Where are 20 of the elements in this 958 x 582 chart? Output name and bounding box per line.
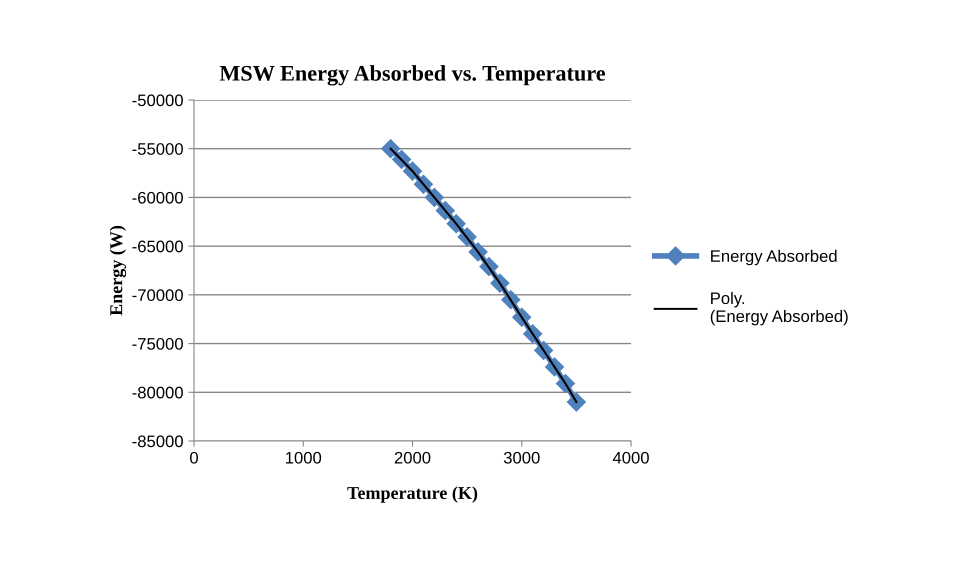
x-tick-label: 0 — [190, 452, 198, 464]
x-tick-label: 3000 — [504, 452, 540, 464]
y-tick-label: -65000 — [132, 240, 183, 252]
x-tick-label: 4000 — [612, 452, 649, 464]
y-tick-label: -55000 — [132, 143, 183, 155]
x-axis-title: Temperature (K) — [347, 486, 478, 503]
y-tick-label: -60000 — [132, 192, 183, 204]
point — [381, 139, 400, 158]
y-tick-label: -50000 — [132, 94, 183, 106]
x-tick-label: 2000 — [394, 452, 430, 464]
y-tick-label: -80000 — [132, 386, 183, 398]
chart-title: MSW Energy Absorbed vs. Temperature — [220, 65, 606, 86]
y-tick-label: -70000 — [132, 289, 183, 302]
point — [566, 392, 586, 412]
y-tick-label: -85000 — [132, 435, 183, 448]
legend-label: Energy Absorbed — [711, 250, 837, 266]
y-tick-label: -75000 — [132, 338, 183, 350]
legend-label: Poly. (Energy Absorbed) — [710, 292, 848, 326]
x-tick-label: 1000 — [286, 452, 322, 464]
y-axis-title: Energy (W) — [110, 226, 126, 316]
